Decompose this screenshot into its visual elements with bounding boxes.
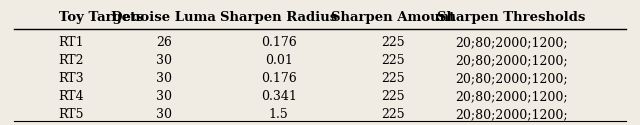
Text: 0.176: 0.176 — [260, 36, 296, 49]
Text: 0.176: 0.176 — [260, 72, 296, 85]
Text: Toy Targets: Toy Targets — [59, 11, 143, 24]
Text: 20;80;2000;1200;: 20;80;2000;1200; — [455, 108, 568, 121]
Text: 225: 225 — [381, 54, 405, 67]
Text: RT1: RT1 — [59, 36, 84, 49]
Text: 0.01: 0.01 — [265, 54, 292, 67]
Text: RT3: RT3 — [59, 72, 84, 85]
Text: Sharpen Thresholds: Sharpen Thresholds — [437, 11, 586, 24]
Text: 30: 30 — [156, 72, 172, 85]
Text: 20;80;2000;1200;: 20;80;2000;1200; — [455, 36, 568, 49]
Text: Sharpen Amount: Sharpen Amount — [332, 11, 455, 24]
Text: Sharpen Radius: Sharpen Radius — [220, 11, 337, 24]
Text: 20;80;2000;1200;: 20;80;2000;1200; — [455, 72, 568, 85]
Text: 225: 225 — [381, 108, 405, 121]
Text: RT4: RT4 — [59, 90, 84, 103]
Text: 225: 225 — [381, 36, 405, 49]
Text: 0.341: 0.341 — [260, 90, 296, 103]
Text: 20;80;2000;1200;: 20;80;2000;1200; — [455, 54, 568, 67]
Text: 30: 30 — [156, 90, 172, 103]
Text: 1.5: 1.5 — [269, 108, 289, 121]
Text: 30: 30 — [156, 108, 172, 121]
Text: Denoise Luma: Denoise Luma — [111, 11, 216, 24]
Text: RT5: RT5 — [59, 108, 84, 121]
Text: 225: 225 — [381, 72, 405, 85]
Text: 225: 225 — [381, 90, 405, 103]
Text: 26: 26 — [156, 36, 172, 49]
Text: RT2: RT2 — [59, 54, 84, 67]
Text: 30: 30 — [156, 54, 172, 67]
Text: 20;80;2000;1200;: 20;80;2000;1200; — [455, 90, 568, 103]
